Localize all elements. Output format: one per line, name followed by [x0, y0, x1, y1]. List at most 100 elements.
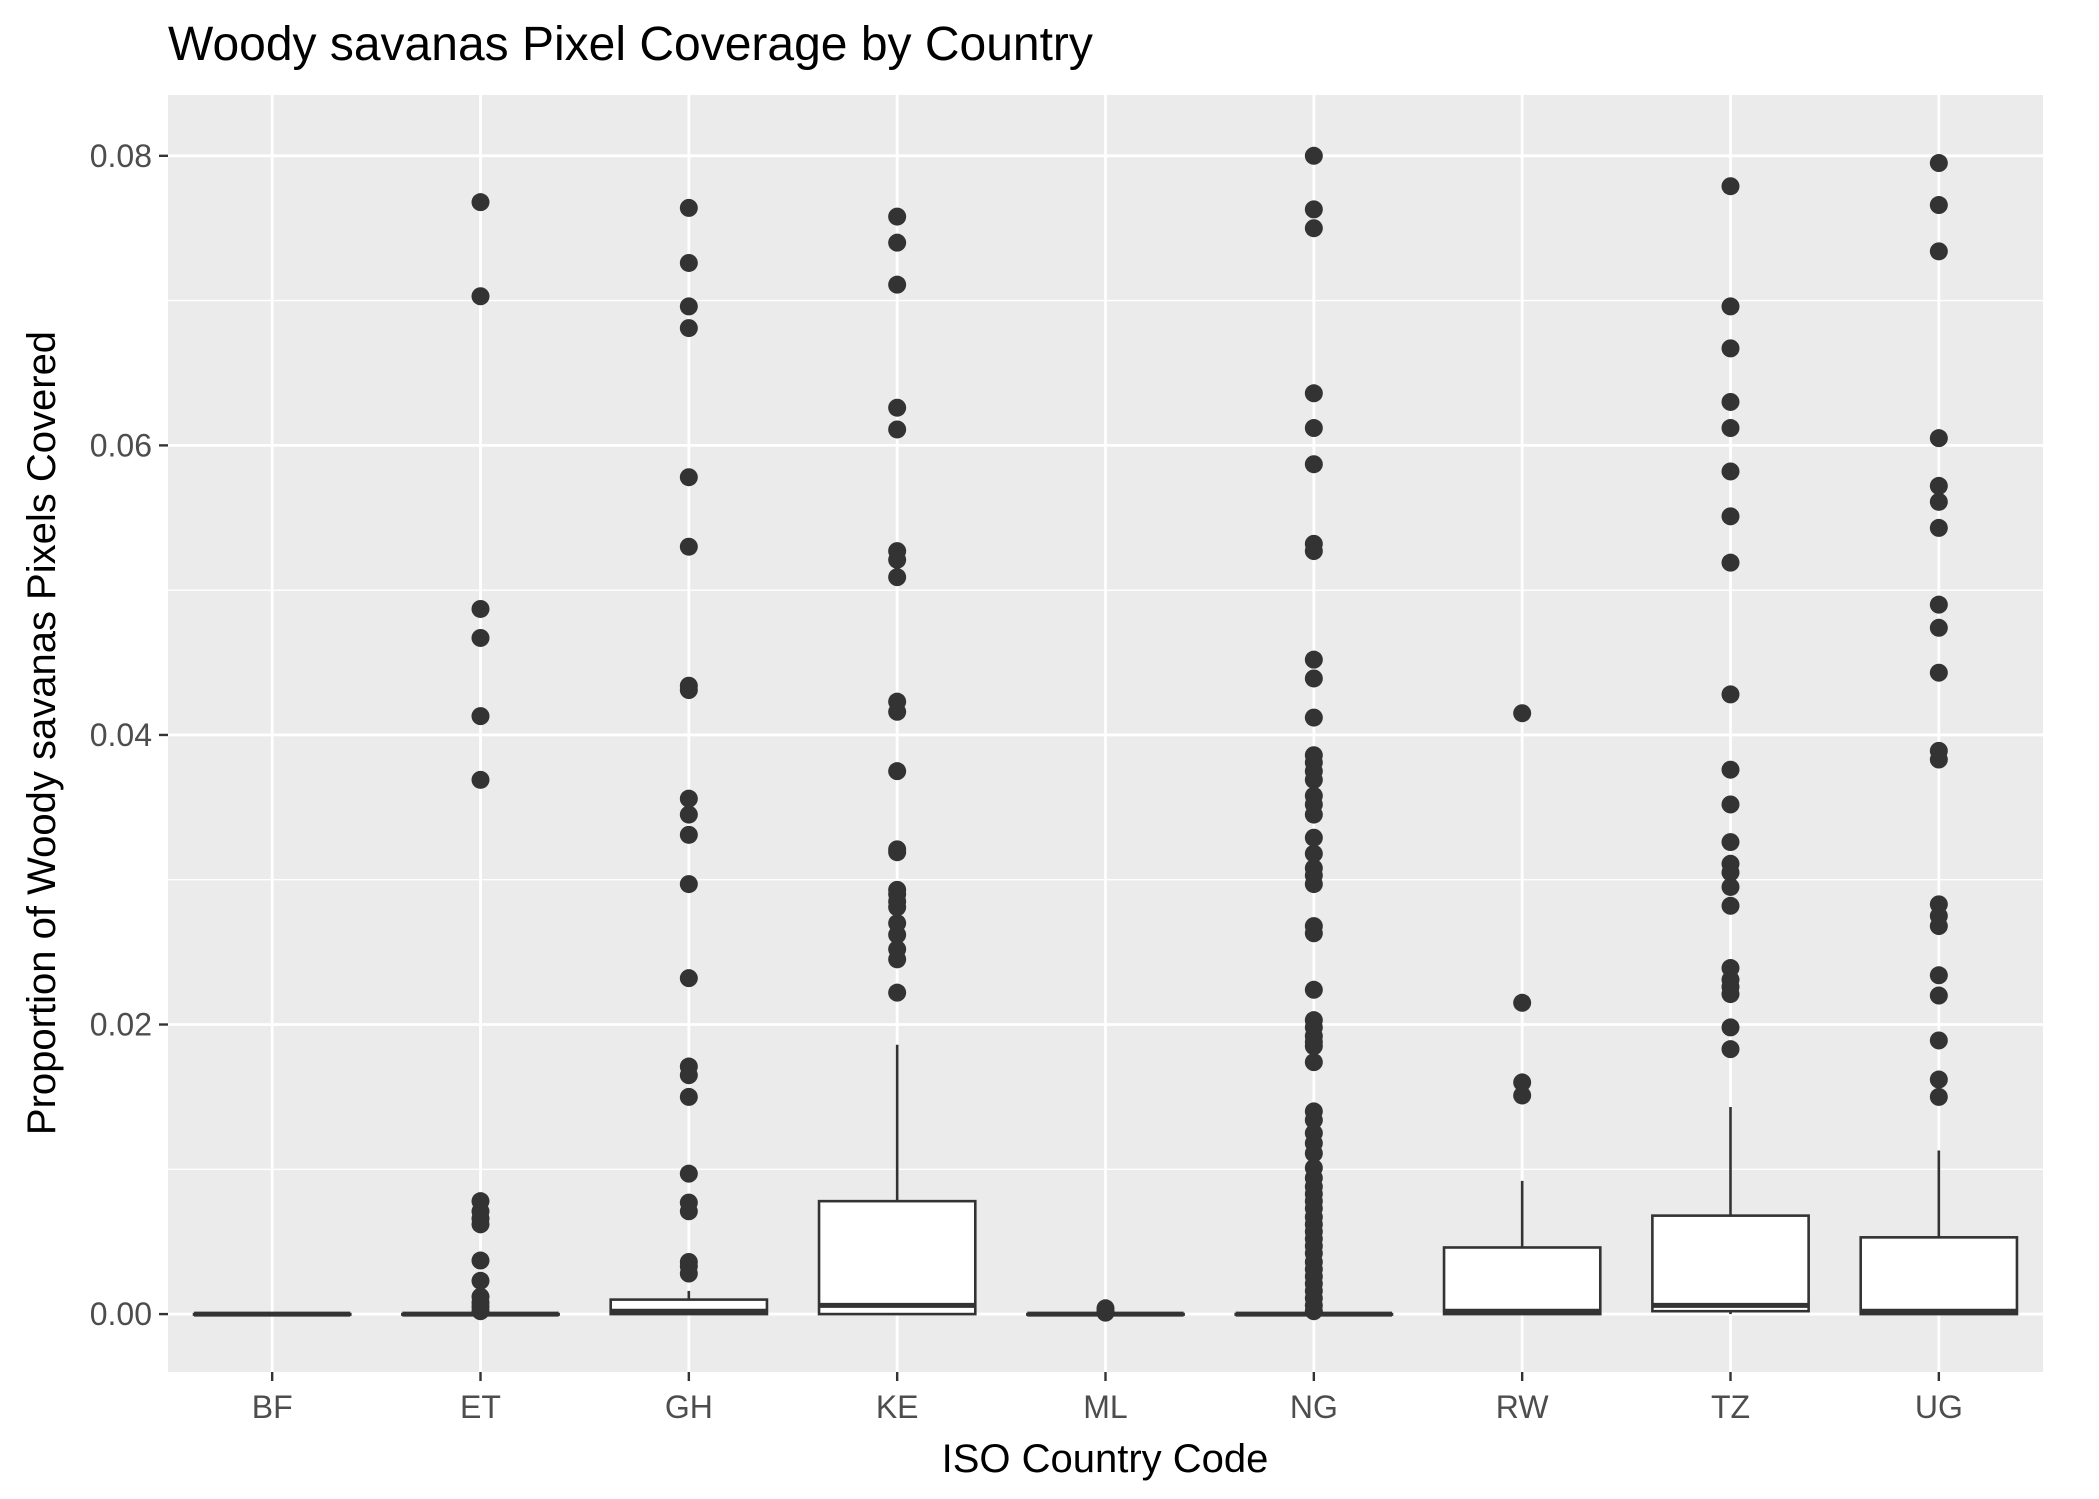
outlier-point: [471, 599, 490, 618]
outlier-point: [679, 805, 698, 824]
outlier-point: [679, 1264, 698, 1283]
y-tick-label: 0.08: [90, 138, 152, 174]
outlier-point: [1304, 770, 1323, 789]
box-UG: [1859, 154, 2019, 1316]
outlier-point: [1721, 1018, 1740, 1037]
outlier-point: [1929, 242, 1948, 261]
outlier-point: [888, 420, 907, 439]
outlier-point: [1721, 339, 1740, 358]
outlier-point: [1304, 980, 1323, 999]
outlier-point: [1304, 875, 1323, 894]
outlier-point: [1721, 392, 1740, 411]
y-axis: 0.00 0.02 0.04 0.06 0.08: [90, 138, 168, 1332]
x-axis-title: ISO Country Code: [942, 1437, 1269, 1481]
outlier-point: [1721, 877, 1740, 896]
outlier-point: [1304, 455, 1323, 474]
chart-title: Woody savanas Pixel Coverage by Country: [168, 18, 1093, 71]
x-tick-label: UG: [1915, 1389, 1963, 1425]
outlier-point: [888, 702, 907, 721]
outlier-point: [679, 1164, 698, 1183]
outlier-point: [1929, 1070, 1948, 1089]
outlier-point: [1721, 685, 1740, 704]
outlier-point: [1304, 1111, 1323, 1130]
outlier-point: [1929, 154, 1948, 173]
outlier-point: [1721, 553, 1740, 572]
outlier-point: [679, 468, 698, 487]
outlier-point: [1513, 1086, 1532, 1105]
outlier-point: [679, 1087, 698, 1106]
outlier-point: [471, 628, 490, 647]
outlier-point: [1721, 297, 1740, 316]
box-KE: [817, 207, 977, 1316]
outlier-point: [679, 789, 698, 808]
outlier-point: [1929, 476, 1948, 495]
outlier-point: [1513, 993, 1532, 1012]
box-iqr: [817, 1199, 977, 1316]
outlier-point: [1721, 760, 1740, 779]
box-GH: [609, 198, 769, 1316]
outlier-point: [471, 287, 490, 306]
outlier-point: [1721, 177, 1740, 196]
outlier-point: [679, 537, 698, 556]
outlier-point: [1304, 200, 1323, 219]
outlier-point: [1721, 507, 1740, 526]
outlier-point: [1304, 650, 1323, 669]
outlier-point: [1721, 1040, 1740, 1059]
outlier-point: [471, 707, 490, 726]
outlier-point: [1304, 708, 1323, 727]
outlier-point: [1929, 986, 1948, 1005]
outlier-point: [1096, 1303, 1115, 1322]
outlier-point: [679, 253, 698, 272]
outlier-point: [679, 875, 698, 894]
outlier-point: [1929, 196, 1948, 215]
x-tick-label: BF: [252, 1389, 293, 1425]
outlier-point: [471, 1251, 490, 1270]
outlier-point: [1929, 750, 1948, 769]
outlier-point: [679, 681, 698, 700]
outlier-point: [1929, 618, 1948, 637]
outlier-point: [1304, 384, 1323, 403]
outlier-point: [1721, 896, 1740, 915]
outlier-point: [1304, 828, 1323, 847]
y-tick-label: 0.00: [90, 1296, 152, 1332]
outlier-point: [1304, 419, 1323, 438]
outlier-point: [1929, 1031, 1948, 1050]
outlier-point: [1929, 429, 1948, 448]
outlier-point: [888, 898, 907, 917]
x-tick-label: ET: [460, 1389, 501, 1425]
outlier-point: [471, 1302, 490, 1321]
outlier-point: [1304, 219, 1323, 238]
box-iqr: [1859, 1236, 2019, 1316]
outlier-point: [679, 297, 698, 316]
outlier-point: [679, 1066, 698, 1085]
x-axis: BF ET GH KE ML NG RW TZ UG: [252, 1372, 1963, 1425]
outlier-point: [888, 568, 907, 587]
outlier-point: [888, 983, 907, 1002]
x-tick-label: TZ: [1711, 1389, 1750, 1425]
box-ML: [1026, 1299, 1185, 1322]
outlier-point: [888, 550, 907, 569]
outlier-point: [1513, 704, 1532, 723]
outlier-point: [1304, 146, 1323, 165]
outlier-point: [888, 762, 907, 781]
outlier-point: [888, 275, 907, 294]
box-BF: [192, 1311, 352, 1317]
outlier-point: [1721, 795, 1740, 814]
x-tick-label: ML: [1083, 1389, 1127, 1425]
outlier-point: [888, 950, 907, 969]
outlier-point: [1929, 663, 1948, 682]
outlier-point: [1304, 1302, 1323, 1321]
outlier-point: [1304, 844, 1323, 863]
box-NG: [1234, 146, 1394, 1321]
outlier-point: [679, 198, 698, 217]
outlier-point: [888, 398, 907, 417]
outlier-point: [1721, 419, 1740, 438]
x-tick-label: NG: [1290, 1389, 1338, 1425]
outlier-point: [471, 1215, 490, 1234]
outlier-point: [1304, 1144, 1323, 1163]
outlier-point: [471, 193, 490, 212]
grid-lines: [168, 95, 2043, 1372]
outlier-point: [1513, 1073, 1532, 1092]
box-iqr: [1442, 1246, 1602, 1316]
outlier-point: [888, 925, 907, 944]
